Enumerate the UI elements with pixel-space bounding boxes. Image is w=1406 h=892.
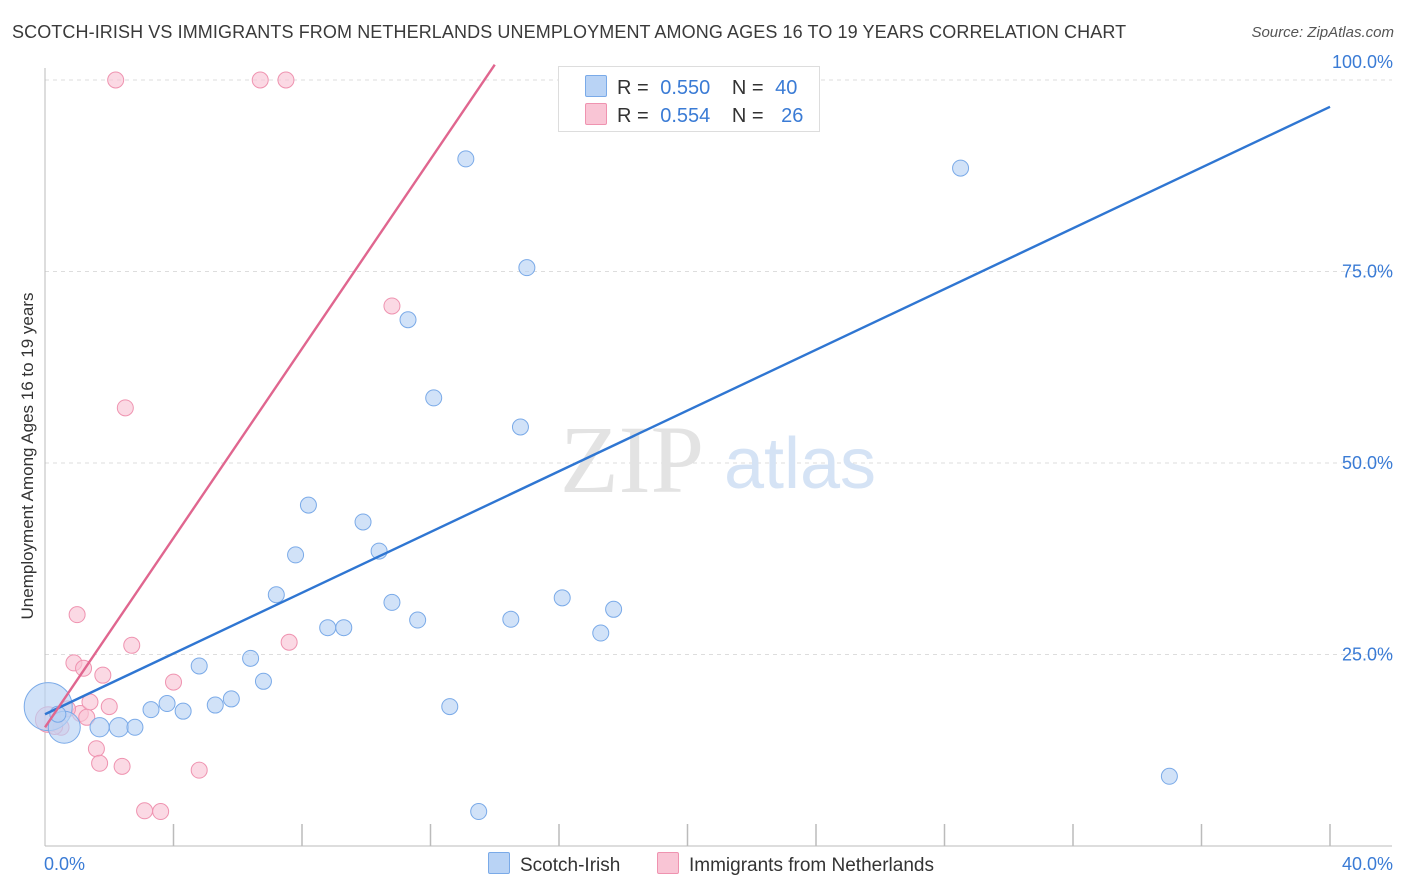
bottom-legend-label-1: Scotch-Irish [520, 855, 621, 876]
netherlands-point-9 [94, 666, 112, 684]
netherlands-point-12 [113, 757, 131, 775]
scotch-irish-point-10 [222, 690, 240, 708]
scotch-irish-point-23 [425, 389, 443, 407]
legend-r-label: R = [617, 105, 649, 127]
scotch-irish-point-8 [190, 657, 208, 675]
trend-lines [44, 64, 1331, 728]
bottom-legend-swatch-blue [488, 852, 510, 874]
scotch-irish-point-14 [287, 546, 305, 564]
x-tick-label-min: 0.0% [44, 854, 85, 874]
netherlands-point-7 [87, 740, 105, 758]
netherlands-point-25 [78, 708, 96, 726]
legend-r-value-1: 0.550 [660, 77, 711, 99]
x-tick-label-max: 40.0% [1342, 854, 1393, 874]
scotch-irish-point-12 [254, 672, 272, 690]
scotch-irish-point-18 [354, 513, 372, 531]
bottom-legend-swatch-pink [657, 852, 679, 874]
scotch-irish-point-22 [409, 611, 427, 629]
scotch-irish-point-27 [502, 610, 520, 628]
scotch-irish-point-29 [518, 259, 536, 277]
legend-swatch-pink [585, 103, 607, 125]
netherlands-point-17 [165, 673, 182, 691]
legend-row-netherlands: R = 0.554 N = 26 [585, 103, 803, 128]
legend-swatch-blue [585, 75, 607, 97]
netherlands-point-15 [136, 802, 154, 820]
scotch-irish-point-31 [592, 624, 610, 642]
scotch-irish-point-25 [457, 150, 475, 168]
scotch-irish-point-2 [89, 717, 110, 738]
bottom-legend-scotch-irish: Scotch-Irish [488, 852, 620, 877]
source-credit: Source: ZipAtlas.com [1251, 24, 1394, 41]
netherlands-point-21 [280, 633, 298, 651]
y-tick-label-3: 100.0% [1332, 52, 1393, 72]
grid-lines [45, 79, 1392, 655]
scotch-irish-point-32 [605, 600, 623, 618]
watermark-atlas: atlas [724, 424, 876, 504]
bottom-legend-netherlands: Immigrants from Netherlands [657, 852, 934, 877]
scotch-irish-point-21 [399, 311, 417, 329]
y-axis-label: Unemployment Among Ages 16 to 19 years [18, 292, 37, 620]
netherlands-point-22 [383, 297, 401, 315]
netherlands-point-18 [190, 761, 208, 779]
netherlands-trend-line [44, 64, 496, 728]
scotch-irish-point-16 [319, 619, 337, 637]
legend-r-value-2: 0.554 [660, 105, 711, 127]
scotch-irish-point-11 [242, 649, 260, 667]
netherlands-point-20 [277, 71, 295, 89]
netherlands-point-8 [91, 754, 109, 772]
axes [44, 68, 1392, 847]
chart-title: SCOTCH-IRISH VS IMMIGRANTS FROM NETHERLA… [12, 22, 1127, 42]
scotch-irish-point-20 [383, 593, 401, 611]
scotch-irish-point-37 [952, 159, 970, 177]
scotch-irish-point-24 [441, 698, 459, 716]
legend-row-scotch-irish: R = 0.550 N = 40 [585, 75, 797, 100]
scotch-irish-point-26 [470, 803, 488, 821]
legend-n-value-2: 26 [781, 105, 804, 127]
scotch-irish-point-17 [335, 619, 353, 637]
netherlands-point-11 [107, 71, 125, 89]
netherlands-point-10 [100, 698, 118, 716]
netherlands-point-16 [152, 803, 170, 821]
netherlands-point-14 [123, 636, 141, 654]
netherlands-point-19 [251, 71, 269, 89]
netherlands-point-13 [116, 399, 134, 417]
scotch-irish-point-15 [299, 496, 317, 514]
bottom-legend-label-2: Immigrants from Netherlands [689, 855, 934, 876]
legend-n-label: N = [731, 105, 764, 127]
watermark: ZIP atlas [560, 406, 876, 513]
y-tick-label-2: 75.0% [1342, 262, 1393, 282]
scotch-irish-point-38 [1160, 767, 1178, 785]
scotch-irish-point-4 [126, 718, 144, 736]
scotch-irish-trend-line [44, 105, 1331, 716]
y-tick-label-0: 25.0% [1342, 645, 1393, 665]
scotch-irish-point-28 [511, 418, 529, 436]
netherlands-point-3 [68, 606, 86, 624]
scotch-irish-point-30 [553, 589, 571, 607]
scotch-irish-point-5 [142, 701, 160, 719]
tick-labels: 25.0% 50.0% 75.0% 100.0% 0.0% 40.0% [44, 52, 1393, 874]
correlation-legend: R = 0.550 N = 40 R = 0.554 N = 26 [558, 66, 820, 132]
scotch-irish-point-7 [174, 702, 192, 720]
legend-n-value-1: 40 [775, 77, 798, 99]
scotch-irish-point-6 [158, 695, 176, 713]
legend-r-label: R = [617, 77, 649, 99]
series-scotch-irish-points [23, 71, 1178, 821]
y-tick-label-1: 50.0% [1342, 453, 1393, 473]
scotch-irish-point-9 [206, 696, 224, 714]
legend-n-label: N = [731, 77, 764, 99]
scotch-irish-point-3 [108, 717, 129, 738]
scotch-irish-point-13 [267, 586, 285, 604]
